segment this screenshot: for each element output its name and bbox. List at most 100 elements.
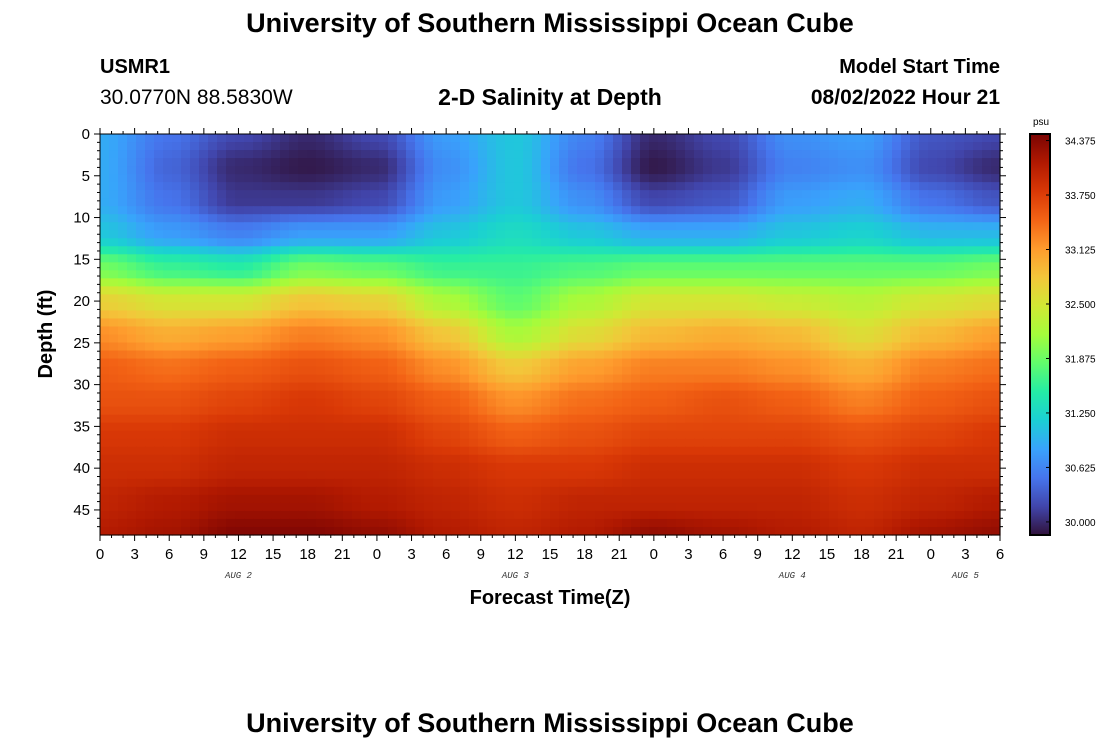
heatmap-cell bbox=[217, 526, 227, 536]
heatmap-cell bbox=[379, 262, 389, 271]
heatmap-cell bbox=[595, 246, 605, 255]
heatmap-cell bbox=[901, 198, 911, 207]
heatmap-cell bbox=[424, 238, 434, 247]
heatmap-cell bbox=[982, 462, 992, 472]
heatmap-cell bbox=[586, 494, 596, 504]
heatmap-cell bbox=[271, 414, 281, 424]
heatmap-cell bbox=[262, 382, 272, 392]
heatmap-cell bbox=[496, 430, 506, 440]
heatmap-cell bbox=[415, 478, 425, 488]
heatmap-cell bbox=[235, 478, 245, 488]
heatmap-cell bbox=[712, 518, 722, 528]
heatmap-cell bbox=[298, 478, 308, 488]
heatmap-cell bbox=[937, 342, 947, 352]
heatmap-cell bbox=[109, 262, 119, 271]
heatmap-cell bbox=[172, 454, 182, 464]
heatmap-cell bbox=[289, 270, 299, 279]
heatmap-cell bbox=[487, 366, 497, 376]
heatmap-cell bbox=[244, 430, 254, 440]
heatmap-cell bbox=[253, 134, 263, 143]
heatmap-cell bbox=[379, 286, 389, 295]
heatmap-cell bbox=[829, 230, 839, 239]
heatmap-cell bbox=[325, 246, 335, 255]
heatmap-cell bbox=[181, 366, 191, 376]
heatmap-cell bbox=[136, 454, 146, 464]
heatmap-cell bbox=[631, 318, 641, 328]
heatmap-cell bbox=[712, 198, 722, 207]
heatmap-cell bbox=[199, 166, 209, 175]
heatmap-cell bbox=[361, 454, 371, 464]
heatmap-cell bbox=[838, 270, 848, 279]
heatmap-cell bbox=[235, 238, 245, 247]
heatmap-cell bbox=[451, 390, 461, 400]
heatmap-cell bbox=[307, 318, 317, 328]
heatmap-cell bbox=[136, 142, 146, 151]
heatmap-cell bbox=[919, 174, 929, 183]
heatmap-cell bbox=[865, 254, 875, 263]
heatmap-cell bbox=[271, 142, 281, 151]
heatmap-cell bbox=[298, 326, 308, 336]
heatmap-cell bbox=[154, 350, 164, 360]
heatmap-cell bbox=[928, 158, 938, 167]
heatmap-cell bbox=[910, 174, 920, 183]
heatmap-cell bbox=[919, 206, 929, 215]
heatmap-cell bbox=[523, 518, 533, 528]
heatmap-cell bbox=[343, 302, 353, 312]
heatmap-cell bbox=[694, 334, 704, 344]
heatmap-cell bbox=[541, 422, 551, 432]
heatmap-cell bbox=[739, 214, 749, 223]
heatmap-cell bbox=[865, 374, 875, 384]
heatmap-cell bbox=[406, 206, 416, 215]
heatmap-cell bbox=[703, 150, 713, 159]
heatmap-cell bbox=[784, 190, 794, 199]
heatmap-cell bbox=[910, 350, 920, 360]
heatmap-cell bbox=[928, 166, 938, 175]
heatmap-cell bbox=[901, 510, 911, 520]
heatmap-cell bbox=[505, 486, 515, 496]
heatmap-cell bbox=[118, 390, 128, 400]
heatmap-cell bbox=[136, 438, 146, 448]
heatmap-cell bbox=[334, 198, 344, 207]
heatmap-cell bbox=[289, 454, 299, 464]
heatmap-cell bbox=[712, 294, 722, 304]
heatmap-cell bbox=[568, 438, 578, 448]
heatmap-cell bbox=[919, 430, 929, 440]
heatmap-cell bbox=[739, 150, 749, 159]
heatmap-cell bbox=[892, 358, 902, 368]
heatmap-cell bbox=[361, 446, 371, 456]
heatmap-cell bbox=[613, 374, 623, 384]
heatmap-cell bbox=[100, 214, 110, 223]
heatmap-cell bbox=[775, 206, 785, 215]
heatmap-cell bbox=[100, 350, 110, 360]
heatmap-cell bbox=[361, 366, 371, 376]
heatmap-cell bbox=[820, 358, 830, 368]
heatmap-cell bbox=[154, 246, 164, 255]
heatmap-cell bbox=[928, 350, 938, 360]
heatmap-cell bbox=[334, 334, 344, 344]
heatmap-cell bbox=[280, 286, 290, 295]
heatmap-cell bbox=[514, 182, 524, 191]
heatmap-cell bbox=[901, 214, 911, 223]
heatmap-cell bbox=[865, 150, 875, 159]
heatmap-cell bbox=[928, 206, 938, 215]
heatmap-cell bbox=[937, 486, 947, 496]
heatmap-cell bbox=[343, 206, 353, 215]
heatmap-cell bbox=[442, 142, 452, 151]
heatmap-cell bbox=[208, 246, 218, 255]
heatmap-cell bbox=[496, 510, 506, 520]
heatmap-cell bbox=[100, 254, 110, 263]
heatmap-cell bbox=[208, 286, 218, 295]
heatmap-cell bbox=[883, 518, 893, 528]
heatmap-cell bbox=[964, 446, 974, 456]
heatmap-cell bbox=[865, 326, 875, 336]
heatmap-cell bbox=[928, 438, 938, 448]
heatmap-cell bbox=[721, 230, 731, 239]
heatmap-cell bbox=[775, 374, 785, 384]
heatmap-cell bbox=[145, 206, 155, 215]
heatmap-cell bbox=[748, 430, 758, 440]
heatmap-cell bbox=[163, 198, 173, 207]
heatmap-cell bbox=[973, 486, 983, 496]
heatmap-cell bbox=[766, 166, 776, 175]
heatmap-cell bbox=[514, 198, 524, 207]
heatmap-cell bbox=[748, 398, 758, 408]
